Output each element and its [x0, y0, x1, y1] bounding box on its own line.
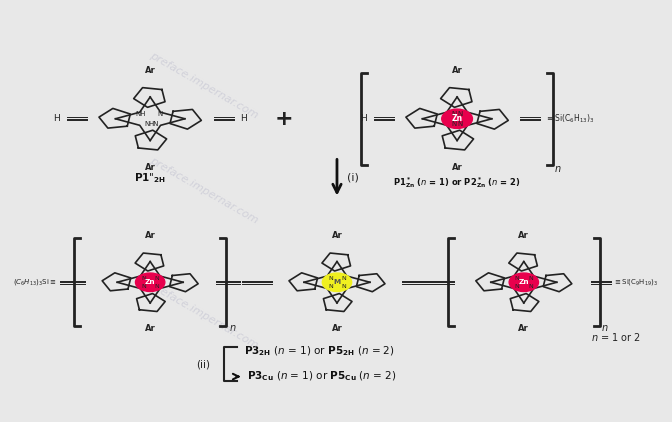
Text: N: N — [141, 284, 146, 289]
Circle shape — [442, 109, 472, 128]
Text: N: N — [451, 121, 456, 127]
Text: Ar: Ar — [144, 231, 155, 241]
Text: $n$: $n$ — [554, 164, 561, 174]
Text: N: N — [155, 284, 159, 289]
Text: N: N — [341, 284, 346, 289]
Text: $n$ = 1 or 2: $n$ = 1 or 2 — [591, 331, 640, 343]
Text: HN: HN — [149, 121, 159, 127]
Text: N: N — [141, 276, 146, 281]
Text: Ar: Ar — [518, 324, 529, 333]
Text: Ar: Ar — [452, 163, 462, 172]
Circle shape — [323, 273, 351, 292]
Text: +: + — [274, 109, 293, 129]
Text: $(C_6H_{13})_3$Si$\equiv$: $(C_6H_{13})_3$Si$\equiv$ — [13, 277, 56, 287]
Text: preface.impernar.com: preface.impernar.com — [148, 155, 259, 225]
Text: N: N — [528, 276, 533, 281]
Circle shape — [509, 273, 538, 292]
Text: N: N — [515, 284, 519, 289]
Text: N: N — [341, 276, 346, 281]
Text: Ar: Ar — [144, 324, 155, 333]
Text: $n$: $n$ — [229, 323, 237, 333]
Text: N: N — [144, 121, 149, 127]
Text: N: N — [157, 111, 163, 117]
Text: Zn: Zn — [452, 114, 462, 123]
Text: Ar: Ar — [331, 324, 342, 333]
Text: N: N — [458, 111, 463, 117]
Text: $\mathbf{P3_{Cu}}$ ($n$ = 1) or $\mathbf{P5_{Cu}}$ ($n$ = 2): $\mathbf{P3_{Cu}}$ ($n$ = 1) or $\mathbf… — [247, 370, 396, 384]
Text: N: N — [328, 284, 333, 289]
Text: M: M — [333, 279, 341, 285]
Text: preface.impernar.com: preface.impernar.com — [148, 281, 259, 351]
Text: $\mathbf{P1\text{"}_{2H}}$: $\mathbf{P1\text{"}_{2H}}$ — [134, 171, 166, 185]
Text: (i): (i) — [347, 173, 359, 182]
Text: NH: NH — [135, 111, 145, 117]
Text: H: H — [240, 114, 247, 123]
Text: N: N — [155, 276, 159, 281]
Text: N: N — [328, 276, 333, 281]
Text: Ar: Ar — [452, 66, 462, 75]
Text: Ar: Ar — [144, 163, 155, 172]
Text: Zn: Zn — [519, 279, 529, 285]
Text: $\equiv$Si(C$_9$H$_{19}$)$_3$: $\equiv$Si(C$_9$H$_{19}$)$_3$ — [613, 277, 658, 287]
Text: Zn: Zn — [145, 279, 155, 285]
Text: Ar: Ar — [518, 231, 529, 241]
Text: (ii): (ii) — [196, 359, 210, 369]
Text: N: N — [528, 284, 533, 289]
Text: N: N — [451, 111, 456, 117]
Text: $\mathbf{P1^*_{Zn}}$ ($n$ = 1) or $\mathbf{P2^*_{Zn}}$ ($n$ = 2): $\mathbf{P1^*_{Zn}}$ ($n$ = 1) or $\math… — [393, 176, 521, 190]
Text: N: N — [458, 121, 463, 127]
Text: $n$: $n$ — [601, 323, 608, 333]
Text: N: N — [515, 276, 519, 281]
Text: $\equiv$Si(C$_6$H$_{13}$)$_3$: $\equiv$Si(C$_6$H$_{13}$)$_3$ — [545, 113, 595, 125]
Text: preface.impernar.com: preface.impernar.com — [148, 50, 259, 120]
Text: Ar: Ar — [331, 231, 342, 241]
Text: $\mathbf{P3_{2H}}$ ($n$ = 1) or $\mathbf{P5_{2H}}$ ($n$ = 2): $\mathbf{P3_{2H}}$ ($n$ = 1) or $\mathbf… — [243, 345, 394, 358]
Text: H: H — [360, 114, 367, 123]
Text: H: H — [53, 114, 60, 123]
Circle shape — [136, 273, 165, 292]
Text: Ar: Ar — [144, 66, 155, 75]
